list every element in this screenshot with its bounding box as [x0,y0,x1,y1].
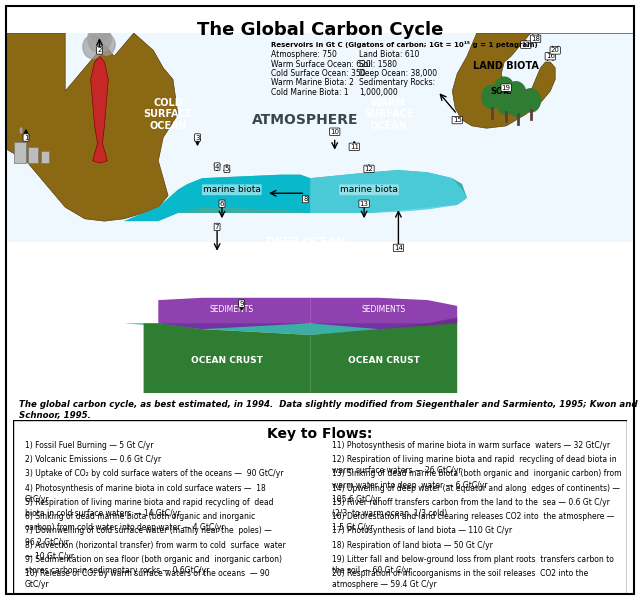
Polygon shape [124,175,310,221]
Text: 1,000,000: 1,000,000 [359,88,398,97]
Text: Cold Marine Biota: 1: Cold Marine Biota: 1 [271,88,349,97]
Text: SOIL: SOIL [491,86,512,95]
Text: 4) Photosynthesis of marine biota in cold surface waters —  18
GtC/yr: 4) Photosynthesis of marine biota in col… [25,484,266,504]
Circle shape [521,89,541,112]
Text: 1: 1 [24,134,28,140]
Polygon shape [124,170,467,335]
Text: The global carbon cycle, as best estimated, in 1994.  Data slightly modified fro: The global carbon cycle, as best estimat… [19,400,637,419]
Text: Warm Marine Biota: 2: Warm Marine Biota: 2 [271,78,354,87]
Circle shape [83,35,102,59]
Text: 8: 8 [303,196,308,202]
Text: 17) Photosynthesis of land biota — 110 Gt C/yr: 17) Photosynthesis of land biota — 110 G… [332,526,513,535]
Text: 15) River runoff transfers carbon from the land to the  sea — 0.6 Gt C/yr
(2/3  : 15) River runoff transfers carbon from t… [332,498,610,518]
Text: DEEP OCEAN: DEEP OCEAN [266,237,345,247]
Text: 12: 12 [365,166,373,172]
Text: marine biota: marine biota [340,185,398,194]
Text: 6: 6 [220,201,224,207]
Text: Sedimentary Rocks:: Sedimentary Rocks: [359,78,435,87]
Text: 7) Downwelling of cold surface water (mainly near the  poles) —
96.2 GtC/yr: 7) Downwelling of cold surface water (ma… [25,526,272,547]
Bar [14,142,26,163]
Text: 2: 2 [97,47,102,53]
Polygon shape [158,298,310,329]
Text: 19: 19 [502,85,511,91]
Text: WARM
SURFACE
OCEAN: WARM SURFACE OCEAN [364,98,413,131]
Circle shape [506,82,526,105]
Circle shape [508,94,528,116]
Text: Warm Surface Ocean: 620: Warm Surface Ocean: 620 [271,60,371,69]
Text: Soil: 1580: Soil: 1580 [359,60,397,69]
Bar [28,147,38,163]
Text: SEDIMENTS: SEDIMENTS [362,305,406,314]
Text: 19) Litter fall and below-ground loss from plant roots  transfers carbon to
the : 19) Litter fall and below-ground loss fr… [332,555,614,575]
Circle shape [88,25,111,53]
Text: 3: 3 [195,134,200,140]
Text: 1) Fossil Fuel Burning — 5 Gt C/yr: 1) Fossil Fuel Burning — 5 Gt C/yr [25,441,154,450]
Polygon shape [310,317,457,393]
Circle shape [497,91,516,114]
Text: Cold Surface Ocean: 350: Cold Surface Ocean: 350 [271,69,365,78]
Text: ATMOSPHERE: ATMOSPHERE [252,113,358,127]
Text: 6) Sinking of dead marine biota (both organic and inorganic
carbon) from cold wa: 6) Sinking of dead marine biota (both or… [25,512,255,532]
Polygon shape [143,323,310,393]
Text: 13) Sinking of dead marine biota (both organic and  inorganic carbon) from
warm : 13) Sinking of dead marine biota (both o… [332,469,622,490]
Text: 18: 18 [531,36,540,42]
Text: 14: 14 [394,245,403,251]
Text: 11: 11 [350,144,359,150]
Bar [41,151,49,163]
Text: 16: 16 [546,53,555,59]
Circle shape [482,85,501,109]
Polygon shape [6,33,178,393]
Text: 17: 17 [522,41,531,47]
Text: 4: 4 [215,164,220,170]
Text: 3) Uptake of CO₂ by cold surface waters of the oceans —  90 GtC/yr: 3) Uptake of CO₂ by cold surface waters … [25,469,284,478]
Text: OCEAN CRUST: OCEAN CRUST [191,356,263,365]
Text: 7: 7 [215,224,220,230]
Polygon shape [452,33,634,393]
Circle shape [90,19,109,42]
Text: marine biota: marine biota [203,185,260,194]
Text: 9) Sedimentation on sea floor (both organic and  inorganic carbon)
stores carbon: 9) Sedimentation on sea floor (both orga… [25,555,282,575]
Text: 5) Respiration of living marine biota and rapid recycling of  dead
biota in cold: 5) Respiration of living marine biota an… [25,498,273,518]
Text: 20: 20 [551,47,559,53]
Text: 8) Advection (horizontal transfer) from warm to cold  surface  water
— 10 Gt C/y: 8) Advection (horizontal transfer) from … [25,541,286,561]
Text: LAND BIOTA: LAND BIOTA [473,61,539,71]
Text: 10) Release of CO₂ by warm surface waters of the oceans  — 90
GtC/yr: 10) Release of CO₂ by warm surface water… [25,569,269,589]
Text: 11) Photosynthesis of marine biota in warm surface  waters — 32 GtC/yr: 11) Photosynthesis of marine biota in wa… [332,441,611,450]
Text: SEDIMENTS: SEDIMENTS [210,305,254,314]
Text: COLD
SURFACE
OCEAN: COLD SURFACE OCEAN [143,98,193,131]
Bar [6,33,634,242]
Text: Reservoirs in Gt C (Gigatons of carbon; 1Gt = 10¹⁵ g = 1 petagram): Reservoirs in Gt C (Gigatons of carbon; … [271,41,538,48]
Text: 15: 15 [452,117,461,123]
Text: 16) Deforestation and land clearing releases CO2 into  the atmosphere —
1.5 Gt C: 16) Deforestation and land clearing rele… [332,512,614,532]
Text: Land Biota: 610: Land Biota: 610 [359,50,420,59]
Text: OCEAN CRUST: OCEAN CRUST [348,356,420,365]
Circle shape [495,77,514,100]
Text: Deep Ocean: 38,000: Deep Ocean: 38,000 [359,69,437,78]
Text: Key to Flows:: Key to Flows: [268,427,372,441]
Text: 20) Respiration of micoorganisms in the soil releases  CO2 into the
atmosphere —: 20) Respiration of micoorganisms in the … [332,569,589,589]
Text: 9: 9 [239,301,244,307]
Text: Atmosphere: 750: Atmosphere: 750 [271,50,337,59]
Text: The Global Carbon Cycle: The Global Carbon Cycle [197,21,443,39]
Polygon shape [310,170,467,213]
Circle shape [97,34,115,55]
Text: 14) Upwelling of deep water (at equator and along  edges of continents) —
105.6 : 14) Upwelling of deep water (at equator … [332,484,620,504]
Text: 10: 10 [330,129,339,135]
Polygon shape [310,298,457,329]
Text: 13: 13 [360,201,369,207]
Text: 5: 5 [225,166,229,172]
Polygon shape [91,56,108,163]
Text: 2) Volcanic Emissions — 0.6 Gt C/yr: 2) Volcanic Emissions — 0.6 Gt C/yr [25,455,161,464]
Text: 18) Respiration of land biota — 50 Gt C/yr: 18) Respiration of land biota — 50 Gt C/… [332,541,493,550]
Text: 12) Respiration of living marine biota and rapid  recycling of dead biota in
war: 12) Respiration of living marine biota a… [332,455,617,475]
